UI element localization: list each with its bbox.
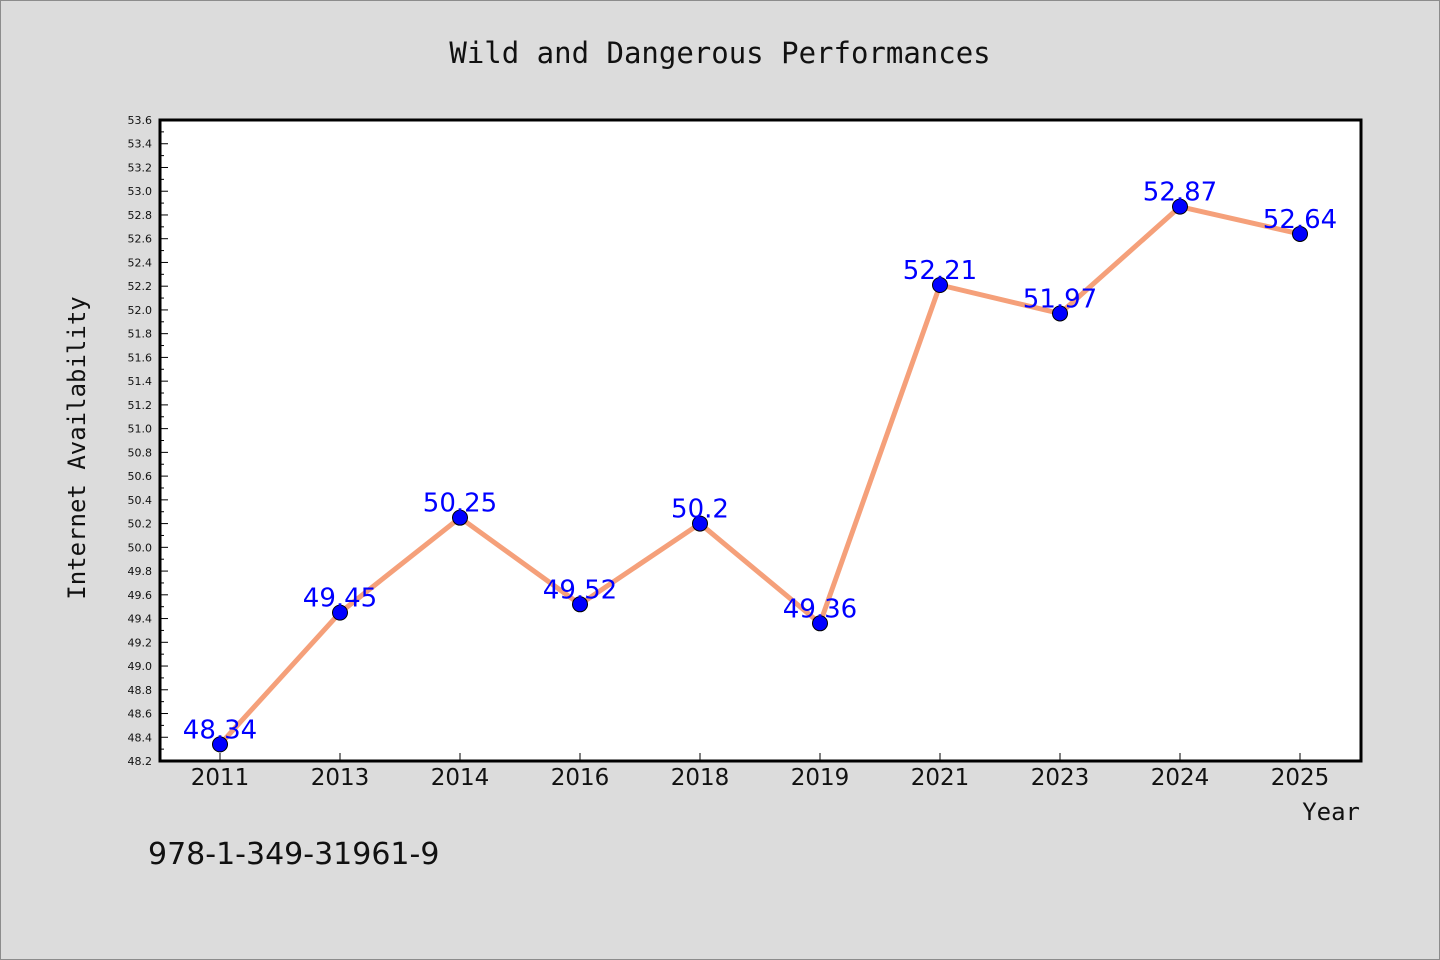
y-tick-label: 48.4 <box>128 731 153 744</box>
series-layer: 48.34 49.45 50.25 49.52 50.2 49.36 52.21 51.97 5… <box>183 178 1337 753</box>
data-label: 50.2 <box>671 495 729 525</box>
y-tick-label: 49.8 <box>128 565 153 578</box>
data-point[interactable] <box>1052 305 1068 322</box>
y-tick-label: 48.2 <box>128 755 153 768</box>
y-tick-label: 50.4 <box>128 494 153 507</box>
y-axis-ticks: 48.2 48.4 48.6 48.8 49.0 49.2 49.4 49.6 49.8 50.0… <box>128 114 168 768</box>
x-axis-label: Year <box>1302 798 1360 826</box>
data-label: 51.97 <box>1023 284 1097 314</box>
chart-title: Wild and Dangerous Performances <box>449 36 990 70</box>
data-point[interactable] <box>332 604 348 621</box>
data-label: 49.36 <box>783 594 857 624</box>
data-label: 52.64 <box>1263 205 1337 235</box>
y-tick-label: 52.6 <box>128 233 153 246</box>
plot-area <box>160 120 1361 761</box>
y-tick-label: 50.2 <box>128 518 153 531</box>
y-tick-label: 50.8 <box>128 446 153 459</box>
y-axis-label: Internet Availability <box>63 296 91 599</box>
x-tick-label: 2023 <box>1031 765 1090 791</box>
y-tick-label: 52.4 <box>128 256 153 269</box>
y-tick-label: 49.0 <box>128 660 153 673</box>
y-tick-label: 52.0 <box>128 304 153 317</box>
data-label: 52.87 <box>1143 178 1217 208</box>
y-tick-label: 51.4 <box>128 375 153 388</box>
y-tick-label: 51.0 <box>128 423 153 436</box>
data-point[interactable] <box>812 615 828 632</box>
y-tick-label: 52.2 <box>128 280 153 293</box>
x-tick-label: 2016 <box>551 765 610 791</box>
data-label: 49.45 <box>303 584 377 614</box>
y-tick-label: 50.0 <box>128 541 153 554</box>
data-point[interactable] <box>692 515 708 532</box>
y-tick-label: 51.8 <box>128 328 153 341</box>
footer-code: 978-1-349-31961-9 <box>148 837 439 872</box>
y-tick-label: 52.8 <box>128 209 153 222</box>
x-tick-label: 2011 <box>191 765 250 791</box>
y-tick-label: 51.2 <box>128 399 153 412</box>
y-tick-label: 53.0 <box>128 185 153 198</box>
x-tick-label: 2014 <box>431 765 490 791</box>
x-tick-label: 2021 <box>911 765 970 791</box>
data-point[interactable] <box>1292 225 1308 242</box>
y-tick-label: 48.8 <box>128 684 153 697</box>
y-tick-label: 49.4 <box>128 613 153 626</box>
x-tick-label: 2024 <box>1151 765 1210 791</box>
x-tick-label: 2025 <box>1271 765 1330 791</box>
data-label: 52.21 <box>903 256 977 286</box>
data-label: 49.52 <box>543 575 617 605</box>
data-point[interactable] <box>212 736 228 753</box>
x-axis-ticks: 2011 2013 2014 2016 2018 2019 2021 2023 2024 2025 <box>191 753 1330 791</box>
data-point[interactable] <box>572 596 588 613</box>
data-label: 48.34 <box>183 715 257 745</box>
x-tick-label: 2018 <box>671 765 730 791</box>
y-tick-label: 53.6 <box>128 114 153 127</box>
data-point[interactable] <box>1172 198 1188 215</box>
data-label: 50.25 <box>423 489 497 519</box>
y-tick-label: 49.2 <box>128 636 153 649</box>
data-point[interactable] <box>452 509 468 526</box>
x-tick-label: 2013 <box>311 765 370 791</box>
y-tick-label: 53.2 <box>128 161 153 174</box>
y-tick-label: 50.6 <box>128 470 153 483</box>
plot-border <box>158 118 1363 763</box>
y-tick-label: 51.6 <box>128 351 153 364</box>
y-tick-label: 48.6 <box>128 708 153 721</box>
series-line <box>217 204 1303 747</box>
data-point[interactable] <box>932 276 948 293</box>
x-tick-label: 2019 <box>791 765 850 791</box>
y-tick-label: 53.4 <box>128 138 153 151</box>
y-tick-label: 49.6 <box>128 589 153 602</box>
